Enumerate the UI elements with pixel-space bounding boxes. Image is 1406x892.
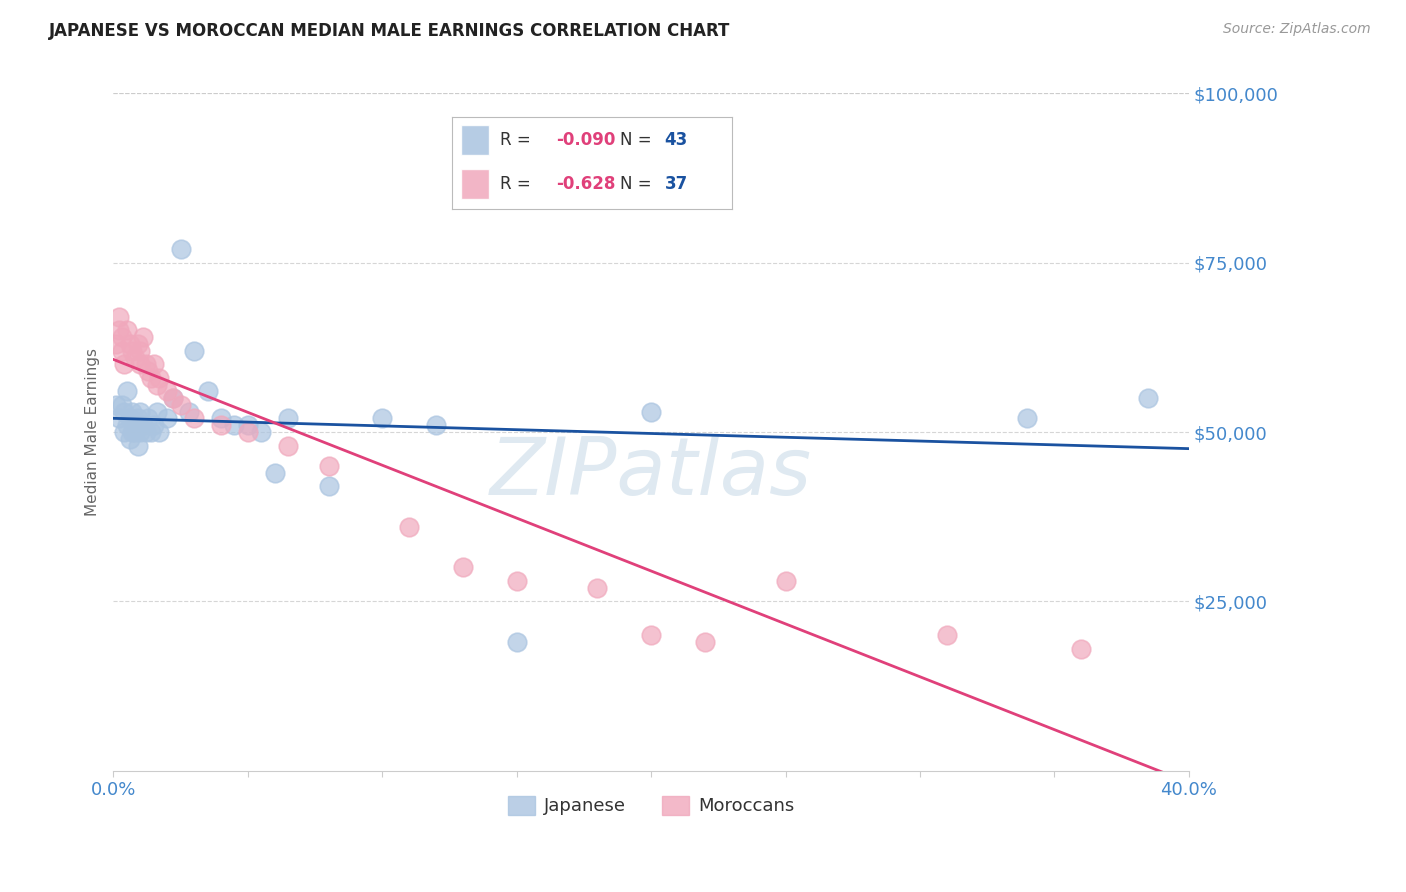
Point (112, 405, 135, 419)
Point (506, 635, 529, 649)
Point (138, 411, 160, 425)
Point (108, 323, 131, 337)
Point (640, 628, 662, 642)
Point (115, 323, 138, 337)
Point (118, 432, 141, 446)
Y-axis label: Median Male Earnings: Median Male Earnings (86, 348, 100, 516)
Point (108, 411, 131, 425)
Point (209, 411, 232, 425)
Point (129, 405, 152, 419)
Point (177, 405, 200, 419)
Point (124, 418, 146, 433)
Point (371, 411, 394, 425)
Point (127, 411, 149, 425)
Point (1017, 411, 1039, 425)
Point (170, 398, 193, 412)
Point (318, 458, 340, 473)
Point (142, 357, 165, 371)
Point (132, 330, 155, 344)
Point (277, 411, 299, 425)
Point (148, 425, 170, 439)
Point (197, 384, 219, 399)
Point (110, 398, 132, 412)
Point (108, 310, 131, 324)
Point (250, 425, 273, 439)
Point (135, 425, 157, 439)
Point (105, 398, 128, 412)
Point (124, 425, 146, 439)
Point (110, 343, 132, 358)
Point (506, 574, 529, 588)
Point (398, 520, 420, 534)
Point (115, 418, 138, 433)
Point (318, 479, 340, 493)
Point (129, 357, 152, 371)
Point (224, 418, 246, 433)
Point (183, 411, 205, 425)
Point (451, 560, 474, 574)
Point (935, 628, 957, 642)
Point (115, 384, 138, 399)
Point (209, 418, 232, 433)
Point (139, 371, 162, 385)
Point (112, 357, 135, 371)
Point (138, 364, 160, 378)
Point (118, 411, 141, 425)
Point (425, 418, 447, 433)
Point (162, 391, 184, 405)
Point (156, 411, 179, 425)
Point (1137, 391, 1160, 405)
Point (236, 425, 259, 439)
Point (127, 439, 149, 453)
Point (135, 357, 157, 371)
Point (121, 425, 143, 439)
Point (162, 391, 184, 405)
Point (170, 242, 193, 256)
Point (586, 581, 609, 595)
Point (129, 425, 152, 439)
Legend: Japanese, Moroccans: Japanese, Moroccans (501, 789, 801, 822)
Point (124, 351, 146, 365)
Point (127, 337, 149, 351)
Point (112, 425, 135, 439)
Point (105, 337, 128, 351)
Point (148, 371, 170, 385)
Point (132, 418, 155, 433)
Point (139, 425, 162, 439)
Point (145, 377, 167, 392)
Point (263, 466, 285, 480)
Point (121, 405, 143, 419)
Point (640, 405, 662, 419)
Text: JAPANESE VS MOROCCAN MEDIAN MALE EARNINGS CORRELATION CHART: JAPANESE VS MOROCCAN MEDIAN MALE EARNING… (49, 22, 731, 40)
Text: ZIPatlas: ZIPatlas (491, 434, 813, 512)
Point (236, 418, 259, 433)
Point (142, 418, 165, 433)
Point (277, 439, 299, 453)
Point (1070, 641, 1092, 656)
Point (693, 635, 716, 649)
Point (156, 384, 179, 399)
Point (775, 574, 797, 588)
Point (129, 343, 152, 358)
Point (183, 343, 205, 358)
Text: Source: ZipAtlas.com: Source: ZipAtlas.com (1223, 22, 1371, 37)
Point (118, 337, 141, 351)
Point (121, 343, 143, 358)
Point (145, 405, 167, 419)
Point (110, 330, 132, 344)
